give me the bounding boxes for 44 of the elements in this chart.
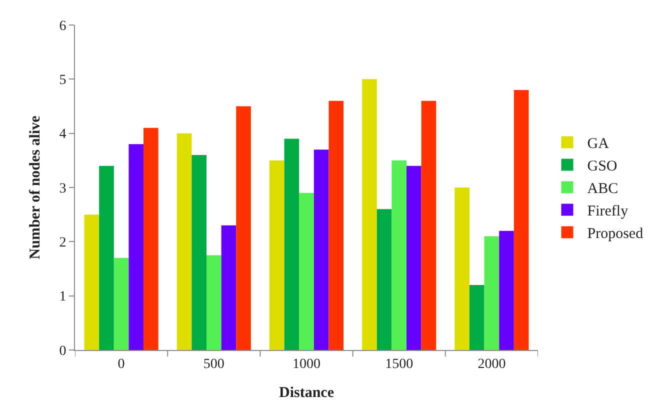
- bar: [376, 209, 392, 350]
- y-tick-label: 2: [59, 236, 66, 251]
- y-tick-label: 1: [59, 290, 66, 305]
- bar: [192, 155, 206, 350]
- x-tick-label: 1000: [292, 356, 320, 372]
- bar: [328, 100, 344, 350]
- y-tick-label: 3: [59, 181, 66, 196]
- bar: [114, 258, 129, 350]
- bar: [514, 90, 529, 350]
- bar: [236, 106, 251, 350]
- y-tick-label: 0: [59, 344, 66, 359]
- legend-label: GSO: [587, 158, 618, 175]
- bar: [206, 255, 222, 350]
- x-tick-label: 0: [118, 356, 125, 372]
- bar: [392, 160, 407, 350]
- legend-label: Proposed: [587, 226, 644, 242]
- y-tick-label: 5: [59, 73, 66, 88]
- x-tick-label: 1500: [385, 356, 414, 372]
- bar: [362, 79, 377, 350]
- bar: [221, 225, 236, 350]
- bar: [99, 166, 114, 350]
- bar: [421, 100, 436, 350]
- x-axis-title: Distance: [279, 384, 334, 401]
- legend-label: ABC: [587, 181, 618, 198]
- y-tick-label: 6: [59, 18, 66, 34]
- bar: [269, 160, 284, 350]
- x-tick-label: 2000: [478, 356, 506, 372]
- bar: [299, 192, 314, 350]
- bar: [128, 144, 144, 350]
- y-tick-label: 4: [59, 127, 66, 142]
- y-axis-title: Number of nodes alive: [27, 115, 44, 260]
- bar: [484, 236, 500, 350]
- bar: [176, 133, 192, 350]
- x-tick-label: 500: [203, 356, 224, 372]
- bar: [314, 150, 329, 350]
- bar: [144, 128, 158, 350]
- legend-label: GA: [587, 136, 610, 152]
- bar: [469, 285, 484, 350]
- bar: [84, 214, 100, 350]
- bar: [454, 188, 470, 350]
- bar: [406, 166, 422, 350]
- bar: [284, 138, 300, 350]
- bar: [499, 230, 514, 350]
- legend-label: Firefly: [587, 204, 629, 220]
